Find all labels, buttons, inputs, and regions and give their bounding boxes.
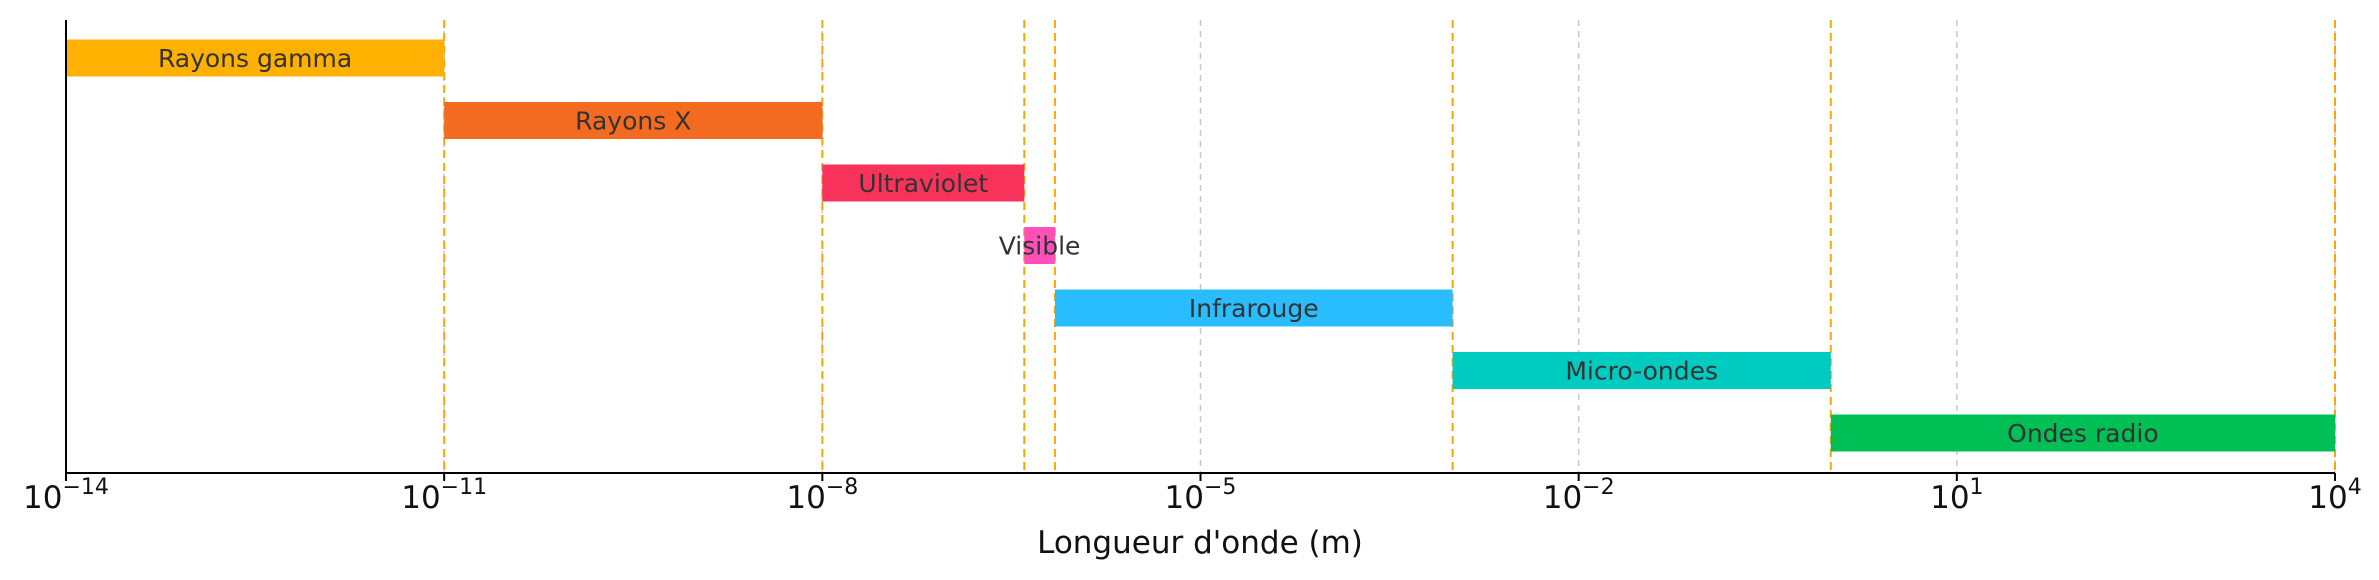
bar-label: Micro-ondes xyxy=(1565,357,1718,386)
bar-ondes-radio xyxy=(1830,414,2335,452)
x-tick-label: 10−14 xyxy=(23,475,109,516)
x-tick-label: 104 xyxy=(2308,475,2361,516)
x-tick-label: 10−5 xyxy=(1165,475,1237,516)
bar-ultraviolet xyxy=(822,164,1025,202)
x-tick-label: 10−8 xyxy=(786,475,858,516)
x-tick-label: 101 xyxy=(1930,475,1983,516)
bars xyxy=(66,39,2335,452)
bar-visible xyxy=(1024,227,1055,264)
x-tick-label: 10−11 xyxy=(401,475,487,516)
x-tick-label: 10−2 xyxy=(1543,475,1615,516)
bar-label: Infrarouge xyxy=(1189,294,1319,323)
bar-label: Visible xyxy=(999,232,1081,261)
bar-rayons-gamma xyxy=(66,39,445,77)
gridlines xyxy=(65,20,2336,473)
bar-label: Ondes radio xyxy=(2007,419,2158,448)
bar-labels: Rayons gamma Rayons X Ultraviolet Visible In… xyxy=(158,44,2159,448)
x-axis-label: Longueur d'onde (m) xyxy=(1037,525,1363,561)
bar-infrarouge xyxy=(1054,289,1453,327)
bar-label: Ultraviolet xyxy=(858,169,988,198)
bar-label: Rayons X xyxy=(575,107,691,136)
x-ticks: 10−14 10−11 10−8 10−5 10−2 101 104 xyxy=(23,473,2362,516)
bar-rayons-x xyxy=(444,102,823,139)
bar-micro-ondes xyxy=(1452,352,1831,389)
bar-label: Rayons gamma xyxy=(158,44,352,73)
